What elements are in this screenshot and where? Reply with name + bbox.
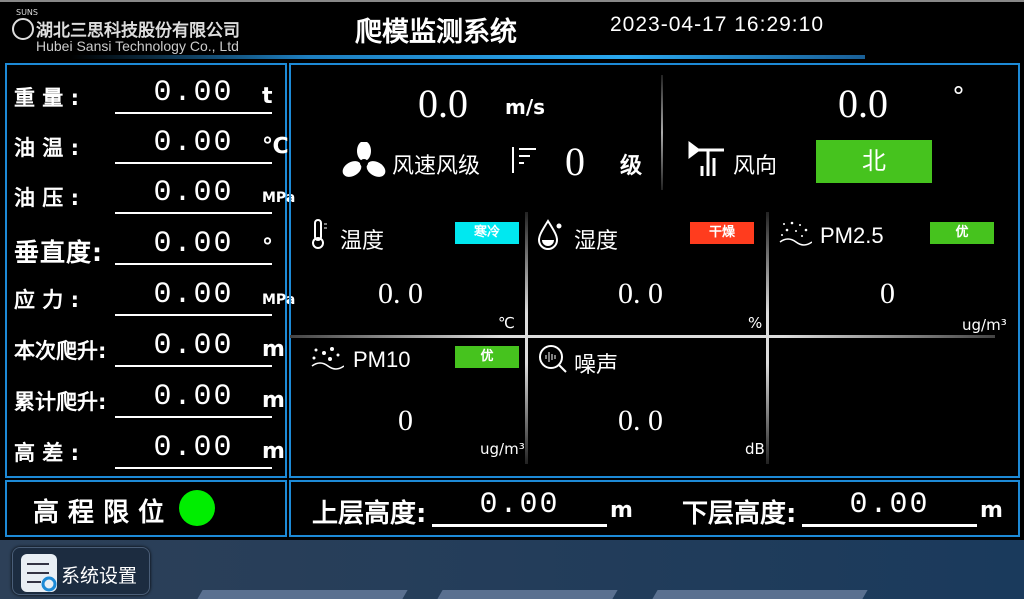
wind-direction-value: 0.0	[838, 81, 888, 126]
system-settings-button[interactable]: 系统设置	[12, 547, 150, 595]
sensor-unit: m	[262, 388, 285, 413]
humidity-unit: %	[748, 314, 763, 332]
sensor-label: 应 力 :	[14, 288, 80, 312]
weather-panel	[289, 63, 1020, 478]
lower-height-label: 下层高度:	[682, 499, 797, 529]
pm10-badge: 优	[455, 346, 519, 368]
sensor-value: 0.00	[115, 76, 272, 114]
sensor-label: 垂直度:	[14, 238, 103, 267]
sensor-value: 0.00	[115, 380, 272, 418]
humidity-badge: 干燥	[690, 222, 754, 244]
datetime: 2023-04-17 16:29:10	[610, 13, 824, 36]
temperature-label: 温度	[340, 229, 385, 254]
pm25-badge: 优	[930, 222, 994, 244]
sensor-panel	[5, 63, 287, 478]
pm25-value: 0	[880, 277, 895, 310]
footer-stripe	[652, 590, 868, 599]
pm10-unit: ug/m³	[480, 440, 525, 458]
temperature-value: 0. 0	[378, 277, 423, 310]
pm10-label: PM10	[353, 347, 411, 372]
limit-status-indicator	[179, 490, 215, 526]
system-settings-label: 系统设置	[61, 565, 138, 587]
noise-value: 0. 0	[618, 404, 663, 437]
noise-label: 噪声	[574, 353, 619, 378]
grid-divider-horizontal	[290, 335, 995, 338]
pm25-dust-icon	[778, 220, 813, 250]
wind-speed-value: 0.0	[418, 81, 468, 126]
sensor-unit: MPa	[262, 190, 296, 206]
company-name-en: Hubei Sansi Technology Co., Ltd	[36, 38, 239, 54]
noise-icon	[538, 344, 568, 378]
footer-stripe	[437, 590, 618, 599]
sensor-value: 0.00	[115, 176, 272, 214]
limit-panel	[5, 480, 287, 537]
settings-sliders-icon	[21, 554, 57, 592]
pm25-label: PM2.5	[820, 223, 884, 248]
humidity-label: 湿度	[574, 229, 619, 254]
footer-bar	[0, 540, 1024, 599]
pm10-dust-icon	[310, 346, 345, 376]
grid-divider-vertical-1	[525, 212, 528, 464]
page-title: 爬模监测系统	[355, 17, 517, 48]
temperature-badge: 寒冷	[455, 222, 519, 244]
sensor-label: 重 量 :	[14, 86, 80, 110]
sensor-label: 本次爬升:	[14, 339, 107, 363]
upper-height-label: 上层高度:	[312, 499, 427, 529]
pm25-unit: ug/m³	[962, 316, 1007, 334]
temperature-unit: ℃	[498, 314, 515, 332]
footer-stripe	[197, 590, 408, 599]
fan-icon	[342, 141, 386, 184]
sensor-unit: t	[262, 84, 273, 109]
sensor-value: 0.00	[115, 227, 272, 265]
lower-height-unit: m	[980, 498, 1003, 523]
wind-speed-unit: m/s	[505, 95, 546, 119]
limit-label: 高 程 限 位	[33, 498, 165, 528]
wind-divider	[661, 75, 663, 190]
wind-direction-unit: °	[952, 82, 965, 112]
header-glow-divider	[70, 55, 865, 59]
sensor-unit: m	[262, 337, 285, 362]
company-logo: SUNS 湖北三思科技股份有限公司 Hubei Sansi Technology…	[8, 6, 308, 54]
sensor-label: 累计爬升:	[14, 390, 107, 414]
sensor-value: 0.00	[115, 126, 272, 164]
upper-height-value: 0.00	[432, 488, 607, 527]
pm10-value: 0	[398, 404, 413, 437]
logo-suns: SUNS	[16, 8, 38, 17]
logo-mark-icon	[12, 18, 34, 40]
sensor-value: 0.00	[115, 329, 272, 367]
wind-level-value: 0	[565, 139, 585, 184]
top-border	[0, 0, 1024, 2]
wind-direction-label: 风向	[733, 154, 778, 179]
humidity-drop-icon	[537, 218, 563, 254]
wind-level-unit: 级	[620, 154, 643, 179]
sensor-value: 0.00	[115, 431, 272, 469]
sensor-label: 高 差 :	[14, 441, 80, 465]
sensor-unit: MPa	[262, 292, 296, 308]
wind-direction-badge: 北	[816, 140, 932, 183]
height-panel	[289, 480, 1020, 537]
wind-speed-label: 风速风级	[392, 154, 481, 179]
grid-divider-vertical-2	[766, 212, 769, 464]
sensor-value: 0.00	[115, 278, 272, 316]
sensor-unit: m	[262, 439, 285, 464]
upper-height-unit: m	[610, 498, 633, 523]
sensor-label: 油 压 :	[14, 186, 80, 210]
sensor-unit: ℃	[262, 134, 289, 159]
noise-unit: dB	[745, 440, 765, 458]
wind-level-icon	[510, 145, 540, 179]
company-name-cn: 湖北三思科技股份有限公司	[36, 21, 240, 41]
sensor-label: 油 温 :	[14, 136, 80, 160]
thermometer-icon	[310, 218, 328, 254]
wind-vane-icon	[688, 140, 728, 184]
lower-height-value: 0.00	[802, 488, 977, 527]
sensor-unit: °	[262, 235, 273, 260]
humidity-value: 0. 0	[618, 277, 663, 310]
